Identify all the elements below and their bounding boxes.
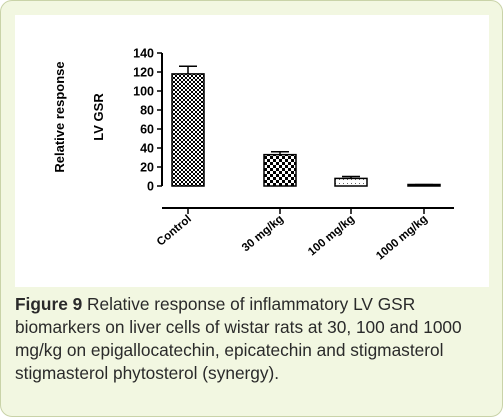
y-tick-label: 140 bbox=[133, 47, 154, 61]
caption-label: Figure 9 bbox=[15, 294, 83, 314]
y-axis-label-line: Relative response bbox=[52, 61, 67, 172]
bar-30-mg-kg bbox=[263, 153, 297, 187]
axes: 0 20 40 60 80 100 120 140 bbox=[133, 47, 454, 214]
bar-1000-mg-kg bbox=[407, 183, 441, 187]
y-tick-label: 0 bbox=[147, 180, 154, 194]
bars bbox=[171, 65, 441, 187]
bar-control bbox=[171, 73, 205, 187]
x-tick-label: 30 mg/kg bbox=[240, 213, 286, 254]
x-tick-label: 1000 mg/kg bbox=[374, 213, 430, 262]
bar-100-mg-kg bbox=[334, 177, 368, 187]
y-tick-label: 120 bbox=[133, 66, 154, 80]
y-axis-label: Relative response LV GSR bbox=[52, 61, 106, 172]
x-tick-label: 100 mg/kg bbox=[306, 213, 357, 258]
y-tick-label: 80 bbox=[140, 104, 154, 118]
y-tick-label: 100 bbox=[133, 85, 154, 99]
x-tick-label: Control bbox=[155, 213, 194, 248]
x-tick-labels: Control 30 mg/kg 100 mg/kg 1000 mg/kg bbox=[155, 213, 430, 262]
y-axis-label-line: LV GSR bbox=[91, 93, 106, 141]
y-tick-label: 60 bbox=[140, 123, 154, 137]
chart-area: Relative response LV GSR 0 20 40 60 80 100 120 1… bbox=[15, 15, 489, 287]
y-tick-label: 40 bbox=[140, 142, 154, 156]
figure-caption: Figure 9 Relative response of inflammato… bbox=[15, 293, 491, 385]
bar-chart: Relative response LV GSR 0 20 40 60 80 100 120 1… bbox=[52, 47, 454, 263]
caption-text: Relative response of inflammatory LV GSR… bbox=[15, 294, 462, 383]
y-tick-label: 20 bbox=[140, 161, 154, 175]
